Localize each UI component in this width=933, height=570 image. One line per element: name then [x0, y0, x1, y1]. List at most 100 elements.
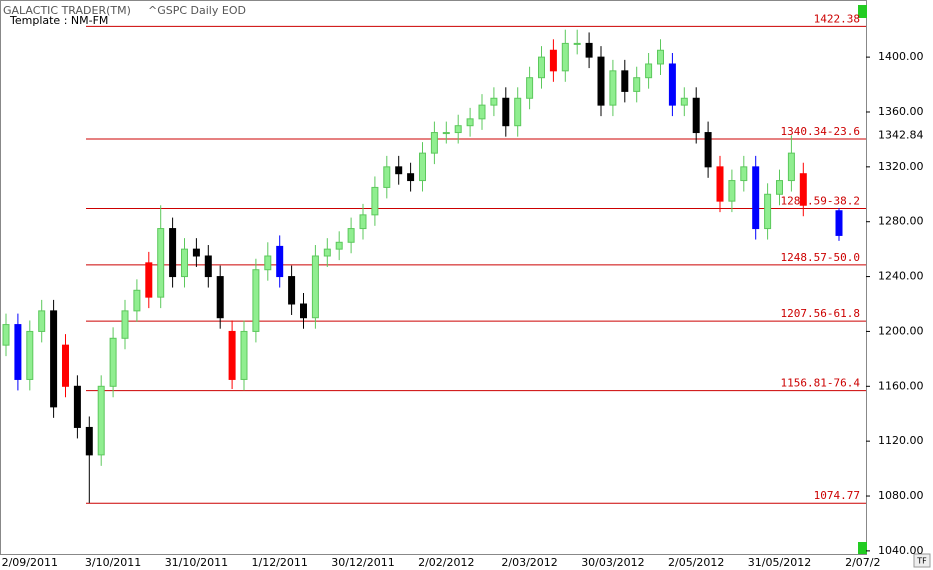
y-tick-label: 1280.00 — [878, 215, 924, 228]
candle-body — [561, 42, 569, 72]
corner-marker — [858, 5, 867, 18]
y-tick-label: 1240.00 — [878, 270, 924, 283]
y-tick-label: 1320.00 — [878, 160, 924, 173]
candle-body — [133, 289, 141, 312]
y-tick-label: 1040.00 — [878, 544, 924, 557]
template-label: Template : NM-FM — [9, 14, 108, 27]
candle-body — [371, 186, 379, 216]
candle-body — [395, 166, 403, 175]
y-tick-label: 1200.00 — [878, 324, 924, 337]
chart-title: GALACTIC TRADER(TM) — [3, 4, 131, 17]
candle-body — [2, 324, 10, 346]
candle-body — [716, 166, 724, 202]
candle-body — [597, 56, 605, 106]
candle-body — [419, 152, 426, 182]
candle-body — [216, 276, 224, 319]
fib-level-label: 1340.34-23.6 — [781, 125, 860, 138]
x-tick-label: 2/02/2012 — [418, 556, 474, 569]
candle-body — [121, 310, 129, 339]
last-price-box — [868, 128, 930, 143]
x-tick-label: 2/07/2 — [845, 556, 880, 569]
candle-body — [145, 262, 153, 298]
candle-body — [549, 49, 557, 72]
chart-subtitle: ^GSPC Daily EOD — [148, 4, 246, 17]
candle-body — [728, 180, 736, 202]
candle-body — [442, 132, 450, 135]
x-tick-label: 3/10/2011 — [85, 556, 141, 569]
candle-body — [573, 42, 581, 45]
corner-marker — [858, 542, 867, 554]
candle-body — [181, 248, 188, 278]
candle-body — [466, 118, 474, 127]
candle-body — [311, 255, 319, 319]
candle-body — [430, 132, 438, 154]
candle-body — [252, 269, 260, 332]
last-price-label: 1342.84 — [878, 129, 924, 142]
fib-level-label: 1422.38 — [814, 12, 860, 25]
x-tick-label: 2/09/2011 — [2, 556, 58, 569]
x-tick-label: 31/10/2011 — [165, 556, 228, 569]
candle-body — [109, 337, 117, 387]
candle-body — [526, 77, 534, 99]
candle-body — [169, 228, 177, 278]
candle-body — [799, 173, 807, 206]
candle-body — [752, 166, 760, 230]
candle-body — [609, 70, 617, 106]
y-tick-label: 1400.00 — [878, 50, 924, 63]
tf-button-label[interactable]: TF — [916, 557, 927, 566]
candle-body — [192, 248, 200, 257]
candle-body — [323, 248, 331, 257]
candle-body — [502, 97, 510, 127]
candle-body — [621, 70, 629, 92]
candle-body — [407, 173, 415, 182]
candle-body — [692, 97, 700, 134]
y-tick-label: 1160.00 — [878, 379, 924, 392]
candle-body — [383, 166, 391, 188]
y-tick-label: 1360.00 — [878, 105, 924, 118]
fib-level-label: 1289.59-38.2 — [781, 195, 860, 208]
candle-body — [514, 97, 522, 127]
x-tick-label: 2/03/2012 — [501, 556, 557, 569]
candle-body — [85, 426, 93, 456]
y-tick-label: 1080.00 — [878, 489, 924, 502]
candle-body — [704, 132, 712, 168]
candle-body — [359, 214, 367, 230]
candle-body — [240, 330, 248, 380]
candle-body — [764, 193, 772, 230]
candle-body — [26, 330, 34, 380]
candle-body — [288, 276, 296, 305]
candle-body — [204, 255, 212, 278]
candle-body — [347, 228, 355, 243]
candle-body — [73, 385, 81, 428]
candle-body — [50, 310, 58, 408]
candle-body — [454, 125, 462, 134]
fib-level-label: 1207.56-61.8 — [781, 307, 860, 320]
fib-level-label: 1156.81-76.4 — [781, 377, 861, 390]
candle-body — [228, 330, 236, 380]
candle-body — [645, 63, 653, 79]
candle-body — [633, 77, 641, 92]
x-tick-label: 30/12/2011 — [331, 556, 394, 569]
candle-body — [776, 180, 783, 195]
candle-body — [668, 63, 676, 106]
x-tick-label: 1/12/2011 — [251, 556, 307, 569]
candle-body — [680, 97, 688, 106]
plot-frame — [0, 0, 867, 555]
fib-level-label: 1248.57-50.0 — [781, 251, 860, 264]
candle-body — [538, 56, 545, 79]
candle-body — [740, 166, 748, 182]
y-tick-label: 1120.00 — [878, 434, 924, 447]
candle-body — [585, 42, 593, 58]
candle-body — [62, 344, 69, 387]
candle-body — [300, 303, 307, 319]
candle-body — [14, 324, 22, 380]
candle-body — [478, 104, 486, 120]
candle-body — [157, 228, 165, 298]
x-tick-label: 2/05/2012 — [668, 556, 724, 569]
candle-body — [264, 255, 272, 271]
candle-body — [787, 152, 795, 182]
fib-level-label: 1074.77 — [814, 489, 860, 502]
tf-button[interactable] — [913, 553, 931, 568]
candle-body — [657, 49, 664, 65]
